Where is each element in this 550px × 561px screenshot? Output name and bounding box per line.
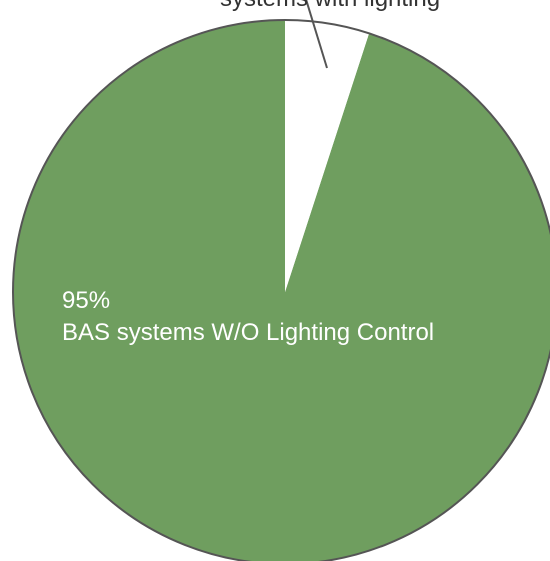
leader-line bbox=[305, 0, 328, 69]
slice-category-label: BAS systems W/O Lighting Control bbox=[62, 319, 434, 346]
clipped-top-label: systems with lighting bbox=[220, 0, 440, 12]
pie-slice-bas-with-lighting bbox=[285, 20, 370, 292]
slice-percent-label: 95% bbox=[62, 287, 110, 314]
pie-slices bbox=[13, 20, 550, 561]
pie-outline bbox=[12, 19, 550, 561]
pie-slice-bas-without-lighting bbox=[13, 20, 550, 561]
